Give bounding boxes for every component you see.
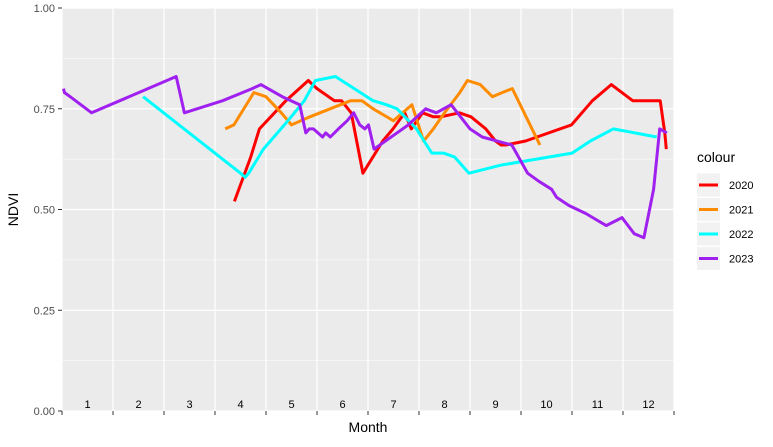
y-tick-label: 0.75: [34, 104, 55, 116]
legend-title: colour: [697, 149, 735, 165]
month-label: 9: [492, 399, 498, 411]
month-label: 1: [84, 399, 90, 411]
month-label: 5: [288, 399, 294, 411]
y-tick-label: 0.50: [34, 205, 55, 217]
month-label: 3: [186, 399, 192, 411]
legend-label-2021: 2021: [729, 205, 753, 217]
y-tick-label: 0.25: [34, 305, 55, 317]
y-tick-label: 0.00: [34, 406, 55, 418]
series-lines: [62, 75, 668, 240]
month-label: 7: [390, 399, 396, 411]
y-axis-title: NDVI: [5, 193, 21, 226]
x-axis: [61, 411, 675, 415]
month-label: 4: [237, 399, 243, 411]
series-line-2020: [232, 79, 668, 202]
y-axis: 0.00 0.25 0.50 0.75 1.00: [34, 3, 62, 418]
legend-label-2020: 2020: [729, 180, 753, 192]
legend-label-2023: 2023: [729, 254, 753, 266]
month-label: 10: [540, 399, 552, 411]
series-line-2022: [142, 75, 657, 179]
month-label: 6: [339, 399, 345, 411]
legend-label-2022: 2022: [729, 229, 753, 241]
month-label: 8: [441, 399, 447, 411]
legend: colour 2020 2021 2022 2023: [697, 149, 753, 270]
y-tick-label: 1.00: [34, 3, 55, 15]
month-labels: 1 2 3 4 5 6 7 8 9 10 11 12: [84, 399, 654, 411]
x-axis-title: Month: [349, 419, 388, 435]
month-label: 12: [642, 399, 654, 411]
month-label: 2: [135, 399, 141, 411]
series-line-2023: [62, 75, 668, 240]
month-label: 11: [592, 399, 603, 411]
